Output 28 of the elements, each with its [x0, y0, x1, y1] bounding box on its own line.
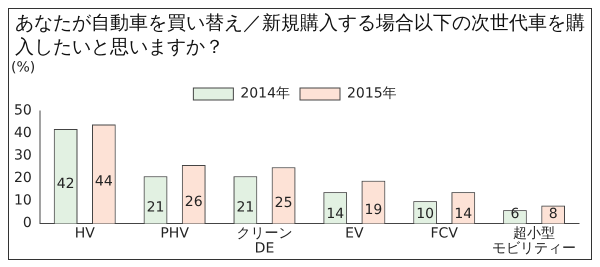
data-label: 19 — [364, 202, 382, 218]
data-label: 21 — [146, 200, 164, 216]
y-tick-label: 20 — [14, 170, 32, 186]
data-label: 42 — [56, 176, 75, 192]
legend-label: 2015年 — [347, 86, 397, 102]
data-label: 6 — [510, 206, 520, 222]
data-label: 14 — [326, 206, 344, 222]
chart-title: あなたが自動車を買い替え／新規購入する場合以下の次世代車を購入したいと思いますか？ — [14, 11, 586, 60]
data-label: 26 — [184, 194, 203, 210]
y-axis-title: (%) — [11, 60, 36, 76]
data-label: 10 — [416, 206, 434, 222]
y-tick-label: 0 — [22, 215, 32, 232]
y-tick-label: 10 — [14, 192, 32, 209]
y-tick-label: 40 — [14, 125, 32, 142]
x-tick-label: HV — [74, 226, 96, 242]
data-label: 14 — [454, 206, 472, 222]
x-tick-label: EV — [345, 226, 364, 242]
legend-label: 2014年 — [240, 86, 290, 102]
data-label: 44 — [94, 174, 113, 190]
data-label: 25 — [274, 195, 292, 212]
data-label: 21 — [236, 200, 254, 216]
y-tick-label: 30 — [14, 148, 32, 164]
y-tick-label: 50 — [14, 102, 32, 119]
x-tick-label: PHV — [160, 226, 190, 242]
x-tick-label: FCV — [430, 226, 458, 242]
x-tick-label: 超小型モビリティー — [492, 226, 576, 256]
x-tick-label: クリーンDE — [236, 226, 292, 256]
data-label: 8 — [548, 206, 558, 222]
